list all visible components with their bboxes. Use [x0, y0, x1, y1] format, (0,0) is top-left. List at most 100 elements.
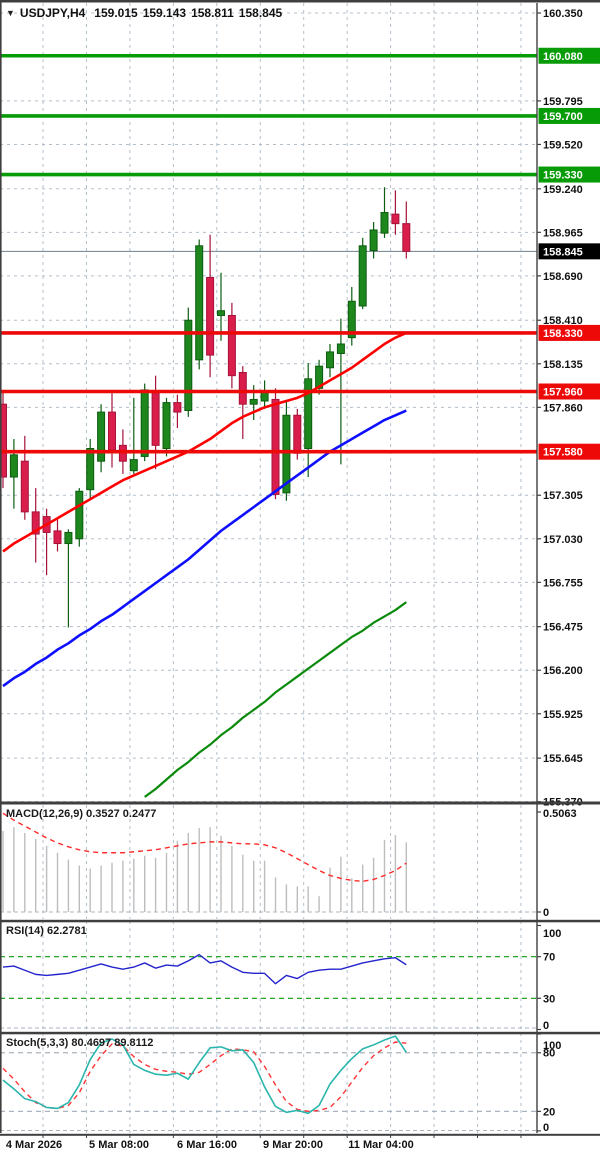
price-tick-label: 156.200	[543, 665, 583, 677]
candle-bear	[206, 276, 215, 356]
candle-bull	[97, 411, 106, 462]
price-axis[interactable]: 160.350 159.795 159.520 159.240 158.965 158.6…	[536, 3, 600, 1134]
panel-separator	[0, 801, 600, 805]
price-badge	[538, 166, 600, 183]
stoch-panel[interactable]	[0, 1035, 537, 1131]
macd-label: MACD(12,26,9) 0.3527 0.2477	[6, 808, 157, 820]
ma-fast-line	[2, 331, 407, 553]
candle-bull	[195, 245, 204, 361]
rsi-axis-label: 70	[543, 952, 555, 964]
time-label: 4 Mar 2026	[6, 1139, 62, 1151]
candle-bear	[108, 411, 116, 451]
candle-bear	[227, 314, 236, 377]
price-tick-label: 155.645	[543, 753, 583, 765]
chart-title: ▼ USDJPY,H4 159.015 159.143 158.811 158.…	[6, 6, 282, 20]
price-badge-label: 157.960	[543, 387, 583, 399]
ma-slow-line	[2, 409, 407, 688]
candle-bear	[271, 398, 280, 495]
candle-bear	[173, 402, 182, 413]
candle-bull	[282, 414, 291, 494]
price-badge-label: 158.845	[543, 246, 583, 258]
candle-bull	[64, 531, 73, 545]
stoch-k-line	[2, 1035, 407, 1115]
main-chart-panel[interactable]	[0, 3, 537, 801]
candle-bull	[75, 490, 84, 540]
quote-low: 158.811	[191, 6, 234, 20]
quote-close: 158.845	[238, 6, 283, 20]
stoch-d-line	[2, 1041, 407, 1113]
price-tick-label: 158.690	[543, 271, 583, 283]
price-badge-label: 157.580	[543, 447, 583, 459]
candle-bear	[151, 391, 160, 446]
candle-bull	[304, 378, 313, 450]
price-tick-label: 159.520	[543, 139, 583, 151]
stoch-axis-label: 80	[543, 1048, 555, 1060]
ma-trend-line	[144, 601, 407, 798]
candle-bear	[0, 403, 7, 478]
candle-bull	[249, 398, 258, 405]
triangle-down-icon[interactable]: ▼	[6, 8, 15, 18]
candle-bull	[358, 245, 367, 307]
rsi-axis-label: 100	[543, 928, 561, 940]
candle-bear	[391, 213, 400, 225]
candle-bull	[140, 389, 149, 457]
candle-bull	[86, 448, 95, 491]
time-label: 11 Mar 04:00	[348, 1139, 413, 1151]
price-tick-label: 155.925	[543, 709, 583, 721]
stoch-label: Stoch(5,3,3) 80.4697 89.8112	[6, 1037, 154, 1049]
price-tick-label: 158.965	[543, 227, 583, 239]
price-tick-label: 159.795	[543, 96, 583, 108]
candle-bear	[402, 223, 411, 252]
time-label: 9 Mar 20:00	[263, 1139, 323, 1151]
stoch-axis-label: 0	[543, 1122, 549, 1134]
price-tick-label: 160.350	[543, 8, 583, 20]
price-tick-label: 158.135	[543, 359, 583, 371]
price-badge-label: 160.080	[543, 51, 583, 63]
panel-separator	[0, 1031, 600, 1035]
quote-open: 159.015	[94, 6, 138, 20]
candle-bear	[31, 511, 40, 535]
price-tick-label: 157.860	[543, 402, 583, 414]
window-top-border	[0, 0, 600, 3]
candle-bull	[380, 212, 389, 234]
price-tick-label: 159.240	[543, 184, 583, 196]
candle-bull	[162, 402, 171, 450]
price-tick-label: 156.475	[543, 622, 583, 634]
stoch-axis-label: 20	[543, 1106, 555, 1118]
symbol-timeframe-label: USDJPY,H4	[19, 6, 86, 20]
price-badge	[538, 47, 600, 64]
price-tick-label: 157.030	[543, 534, 583, 546]
candle-bear	[53, 530, 62, 545]
macd-panel[interactable]	[0, 812, 537, 913]
candle-bear	[293, 414, 302, 454]
rsi-panel[interactable]	[0, 953, 537, 1029]
quote-high: 159.143	[142, 6, 187, 20]
candle-bull	[184, 319, 193, 412]
candle-bull	[217, 310, 225, 316]
price-badge-label: 159.700	[543, 111, 583, 123]
price-badge-label: 159.330	[543, 170, 583, 182]
price-tick-label: 158.410	[543, 315, 583, 327]
rsi-label: RSI(14) 62.2781	[6, 925, 87, 937]
rsi-axis-label: 30	[543, 993, 555, 1005]
candle-bear	[238, 371, 247, 405]
macd-axis-label: 0	[543, 907, 549, 919]
candle-bull	[369, 229, 378, 252]
candle-bull	[326, 351, 334, 369]
price-tick-label: 156.755	[543, 577, 583, 589]
candle-bull	[347, 300, 356, 339]
candle-bull	[315, 365, 324, 389]
time-axis[interactable]: 4 Mar 2026 5 Mar 08:00 6 Mar 16:00 9 Mar 20…	[6, 1134, 522, 1151]
price-tick-label: 157.305	[543, 490, 583, 502]
chart-plot-surface[interactable]	[0, 3, 537, 801]
rsi-line	[2, 953, 407, 985]
price-badge	[538, 383, 600, 400]
macd-signal-line	[2, 812, 407, 883]
price-badge-label: 158.330	[543, 328, 583, 340]
time-label: 6 Mar 16:00	[177, 1139, 237, 1151]
price-badge	[538, 443, 600, 460]
candle-bull	[9, 454, 18, 478]
